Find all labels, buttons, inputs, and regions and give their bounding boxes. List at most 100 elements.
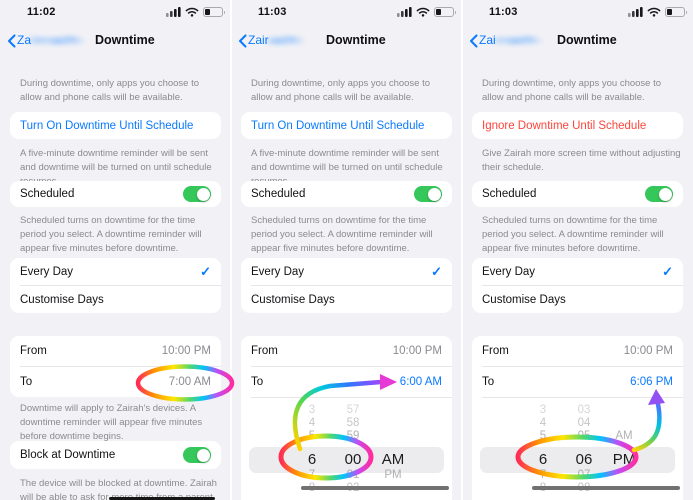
- block-footnote: The device will be blocked at downtime. …: [20, 477, 219, 500]
- screenshot-divider: [461, 0, 463, 500]
- intro-text: During downtime, only apps you choose to…: [251, 78, 431, 103]
- intro-text: During downtime, only apps you choose to…: [482, 78, 662, 103]
- back-chevron-icon[interactable]: [469, 34, 478, 53]
- divider: [251, 285, 452, 286]
- picker-row: 7 07: [539, 469, 591, 481]
- nav-bar: Zairah Downtime: [231, 32, 462, 50]
- from-value: 10:00 PM: [623, 345, 673, 357]
- cellular-signal-icon: [628, 7, 643, 17]
- customise-days-option[interactable]: Customise Days: [482, 293, 566, 306]
- screen-downtime-2: 11:03 Zairah Downtime During downtime, o…: [231, 0, 462, 500]
- scheduled-footnote: Scheduled turns on downtime for the time…: [20, 215, 202, 254]
- redaction-bar: [301, 486, 449, 490]
- to-value: 6:00 AM: [399, 376, 442, 388]
- to-row[interactable]: To 6:06 PM: [482, 376, 673, 388]
- scheduled-toggle[interactable]: [414, 186, 442, 202]
- picker-row: 802: [241, 481, 452, 495]
- block-toggle[interactable]: [183, 447, 211, 463]
- page-title: Downtime: [326, 33, 386, 47]
- scheduled-row: Scheduled: [241, 181, 452, 207]
- censored-name: irah: [31, 33, 82, 47]
- scheduled-toggle[interactable]: [183, 186, 211, 202]
- schedule-times-card: From 10:00 PM To 6:06 PM 3 03 4 04 5 05 AM 6 06…: [472, 336, 683, 500]
- checkmark-icon: ✓: [431, 264, 442, 279]
- action-footnote: Give Zairah more screen time without adj…: [482, 148, 681, 173]
- from-value: 10:00 PM: [161, 345, 211, 357]
- to-row[interactable]: To 6:00 AM: [251, 376, 442, 388]
- block-label: Block at Downtime: [20, 449, 116, 461]
- page-title: Downtime: [557, 33, 617, 47]
- back-button[interactable]: Zairah: [248, 33, 301, 47]
- page-title: Downtime: [95, 33, 155, 47]
- picker-row: 5 05 AM: [539, 430, 633, 442]
- days-card: Every Day ✓ Customise Days: [10, 258, 221, 313]
- screenshot-divider: [230, 0, 232, 500]
- scheduled-label: Scheduled: [20, 188, 75, 200]
- block-at-downtime-row: Block at Downtime: [10, 441, 221, 469]
- picker-row: 5 59: [308, 430, 360, 442]
- screen-downtime-1: 11:02 Zairah Downtime During downtime, o…: [0, 0, 231, 500]
- every-day-option[interactable]: Every Day ✓: [482, 264, 673, 279]
- battery-icon: [434, 7, 456, 17]
- picker-row: 4 04: [539, 417, 591, 429]
- divider: [251, 366, 452, 367]
- status-bar: 11:03: [462, 6, 693, 20]
- picker-row: 7 01 PM: [308, 469, 402, 481]
- scheduled-footnote: Scheduled turns on downtime for the time…: [482, 215, 664, 254]
- turn-on-downtime-button[interactable]: Turn On Downtime Until Schedule: [241, 112, 452, 139]
- scheduled-row: Scheduled: [472, 181, 683, 207]
- scheduled-toggle[interactable]: [645, 186, 673, 202]
- status-bar: 11:03: [231, 6, 462, 20]
- nav-bar: Zairah Downtime: [462, 32, 693, 50]
- to-value: 6:06 PM: [630, 376, 673, 388]
- cellular-signal-icon: [397, 7, 412, 17]
- scheduled-label: Scheduled: [482, 188, 537, 200]
- days-card: Every Day ✓ Customise Days: [241, 258, 452, 313]
- scheduled-row: Scheduled: [10, 181, 221, 207]
- status-bar: 11:02: [0, 6, 231, 20]
- censored-name: ah: [268, 33, 301, 47]
- customise-days-option[interactable]: Customise Days: [20, 293, 104, 306]
- divider: [482, 285, 683, 286]
- intro-text: During downtime, only apps you choose to…: [20, 78, 200, 103]
- days-card: Every Day ✓ Customise Days: [472, 258, 683, 313]
- from-row[interactable]: From 10:00 PM: [251, 345, 442, 357]
- checkmark-icon: ✓: [200, 264, 211, 279]
- picker-row: 4 58: [308, 417, 360, 429]
- back-button[interactable]: Zairah: [479, 33, 539, 47]
- schedule-footnote: Downtime will apply to Zairah's devices.…: [20, 403, 203, 442]
- wifi-icon: [185, 7, 199, 17]
- picker-row: 3 03: [539, 404, 591, 416]
- wifi-icon: [416, 7, 430, 17]
- ignore-downtime-button[interactable]: Ignore Downtime Until Schedule: [472, 112, 683, 139]
- from-row[interactable]: From 10:00 PM: [20, 345, 211, 357]
- back-chevron-icon[interactable]: [7, 34, 16, 53]
- back-button[interactable]: Zairah: [17, 33, 82, 47]
- back-chevron-icon[interactable]: [238, 34, 247, 53]
- to-value: 7:00 AM: [168, 376, 211, 388]
- divider: [20, 366, 221, 367]
- battery-icon: [665, 7, 687, 17]
- scheduled-label: Scheduled: [251, 188, 306, 200]
- checkmark-icon: ✓: [662, 264, 673, 279]
- censored-name: rah: [495, 33, 539, 47]
- schedule-times-card: From 10:00 PM To 7:00 AM: [10, 336, 221, 397]
- redaction-bar: [532, 486, 680, 490]
- turn-on-downtime-button[interactable]: Turn On Downtime Until Schedule: [10, 112, 221, 139]
- every-day-option[interactable]: Every Day ✓: [251, 264, 442, 279]
- cellular-signal-icon: [166, 7, 181, 17]
- battery-icon: [203, 7, 225, 17]
- from-value: 10:00 PM: [392, 345, 442, 357]
- wifi-icon: [647, 7, 661, 17]
- divider: [482, 366, 683, 367]
- status-time: 11:02: [27, 6, 56, 18]
- divider: [20, 285, 221, 286]
- redacted-text: more time from a parent: [111, 492, 212, 500]
- every-day-option[interactable]: Every Day ✓: [20, 264, 211, 279]
- customise-days-option[interactable]: Customise Days: [251, 293, 335, 306]
- from-row[interactable]: From 10:00 PM: [482, 345, 673, 357]
- to-row[interactable]: To 7:00 AM: [20, 376, 211, 388]
